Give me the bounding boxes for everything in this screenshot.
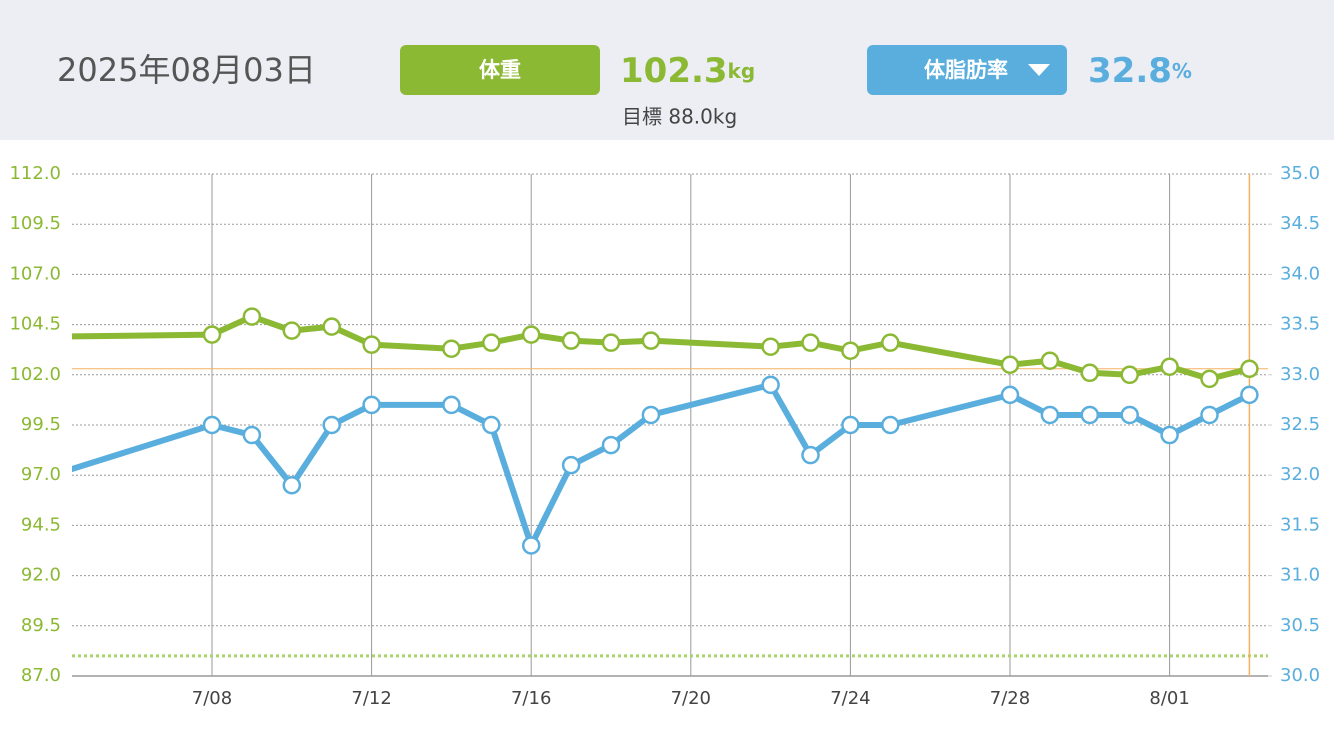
y2-tick-label: 33.0 <box>1280 364 1320 385</box>
point <box>1240 385 1259 405</box>
y2-tick-label: 31.0 <box>1280 565 1320 586</box>
point <box>242 307 262 326</box>
chart: 87.0 89.5 92.0 94.5 97.0 99.5 102.0 104.5 107.0 1… <box>9 163 1320 709</box>
y-tick-label: 94.5 <box>21 514 61 535</box>
goal: 目標 88.0kg <box>622 105 737 129</box>
point <box>601 333 621 352</box>
x-tick-label: 7/24 <box>830 688 870 709</box>
date: 2025年08月03日 <box>57 51 316 89</box>
point <box>242 425 262 445</box>
point <box>282 321 302 340</box>
y-tick-label: 109.5 <box>9 213 61 234</box>
x-tick-label: 8/01 <box>1149 688 1189 709</box>
weight-number: 102.3 <box>620 51 728 91</box>
y2-tick-label: 30.0 <box>1280 665 1320 686</box>
header-bg <box>0 0 1334 140</box>
point <box>641 405 661 425</box>
point <box>1040 351 1060 370</box>
fat-value: 32.8% <box>1088 51 1192 91</box>
point <box>801 333 820 352</box>
y-tick-label: 89.5 <box>21 615 61 636</box>
x-tick-label: 7/28 <box>990 688 1030 709</box>
y-tick-label: 97.0 <box>21 464 61 485</box>
point <box>881 415 900 435</box>
y-tick-label: 92.0 <box>21 565 61 586</box>
y-tick-label: 107.0 <box>9 263 61 284</box>
point <box>1040 405 1060 425</box>
point <box>601 435 621 455</box>
point <box>761 337 780 356</box>
y2-tick-label: 32.0 <box>1280 464 1320 485</box>
point <box>202 325 222 344</box>
y2-tick-label: 31.5 <box>1280 514 1320 535</box>
x-tick-label: 7/12 <box>351 688 391 709</box>
point <box>841 415 860 435</box>
plot-area <box>72 307 1259 555</box>
fat-button-label[interactable]: 体脂肪率 <box>924 58 1008 82</box>
point <box>521 325 541 344</box>
point <box>1240 359 1259 379</box>
fat-button[interactable] <box>867 45 1067 95</box>
point <box>1000 385 1020 405</box>
point <box>362 395 381 415</box>
point <box>1200 405 1219 425</box>
point <box>561 455 581 475</box>
x-tick-label: 7/20 <box>671 688 711 709</box>
y2-tick-label: 34.5 <box>1280 213 1320 234</box>
point <box>1120 365 1139 385</box>
point <box>641 331 661 350</box>
point <box>322 317 341 336</box>
weight-value: 102.3kg <box>620 51 755 91</box>
fat-unit: % <box>1172 59 1192 83</box>
point <box>1080 405 1100 425</box>
point <box>1000 355 1020 375</box>
x-tick-label: 7/16 <box>511 688 551 709</box>
point <box>362 335 381 354</box>
y-tick-label: 102.0 <box>9 364 61 385</box>
y-tick-label: 104.5 <box>9 314 61 335</box>
dropdown-arrow[interactable] <box>1028 64 1050 76</box>
point <box>1080 363 1100 383</box>
y2-tick-label: 33.5 <box>1280 314 1320 335</box>
y2-tick-label: 35.0 <box>1280 163 1320 184</box>
point <box>881 333 900 352</box>
weight-unit: kg <box>728 59 756 83</box>
point <box>282 475 302 495</box>
point <box>841 341 860 360</box>
point <box>761 375 780 395</box>
fat-number: 32.8 <box>1088 51 1172 91</box>
point <box>202 415 222 435</box>
y-tick-label: 112.0 <box>9 163 61 184</box>
point <box>1160 425 1179 445</box>
x-tick-label: 7/08 <box>192 688 232 709</box>
point <box>322 415 341 435</box>
y2-tick-label: 32.5 <box>1280 414 1320 435</box>
point <box>482 333 501 352</box>
y2-tick-label: 30.5 <box>1280 615 1320 636</box>
weight-button[interactable] <box>400 45 600 95</box>
point <box>801 445 820 465</box>
y-tick-label: 87.0 <box>21 665 61 686</box>
point <box>442 395 461 415</box>
point <box>521 536 541 555</box>
point <box>442 339 461 358</box>
point <box>1120 405 1139 425</box>
point <box>1200 369 1219 389</box>
weight-button-label[interactable]: 体重 <box>479 58 521 82</box>
y2-tick-label: 34.0 <box>1280 263 1320 284</box>
point <box>561 331 581 350</box>
point <box>1160 357 1179 377</box>
y-tick-label: 99.5 <box>21 414 61 435</box>
point <box>482 415 501 435</box>
